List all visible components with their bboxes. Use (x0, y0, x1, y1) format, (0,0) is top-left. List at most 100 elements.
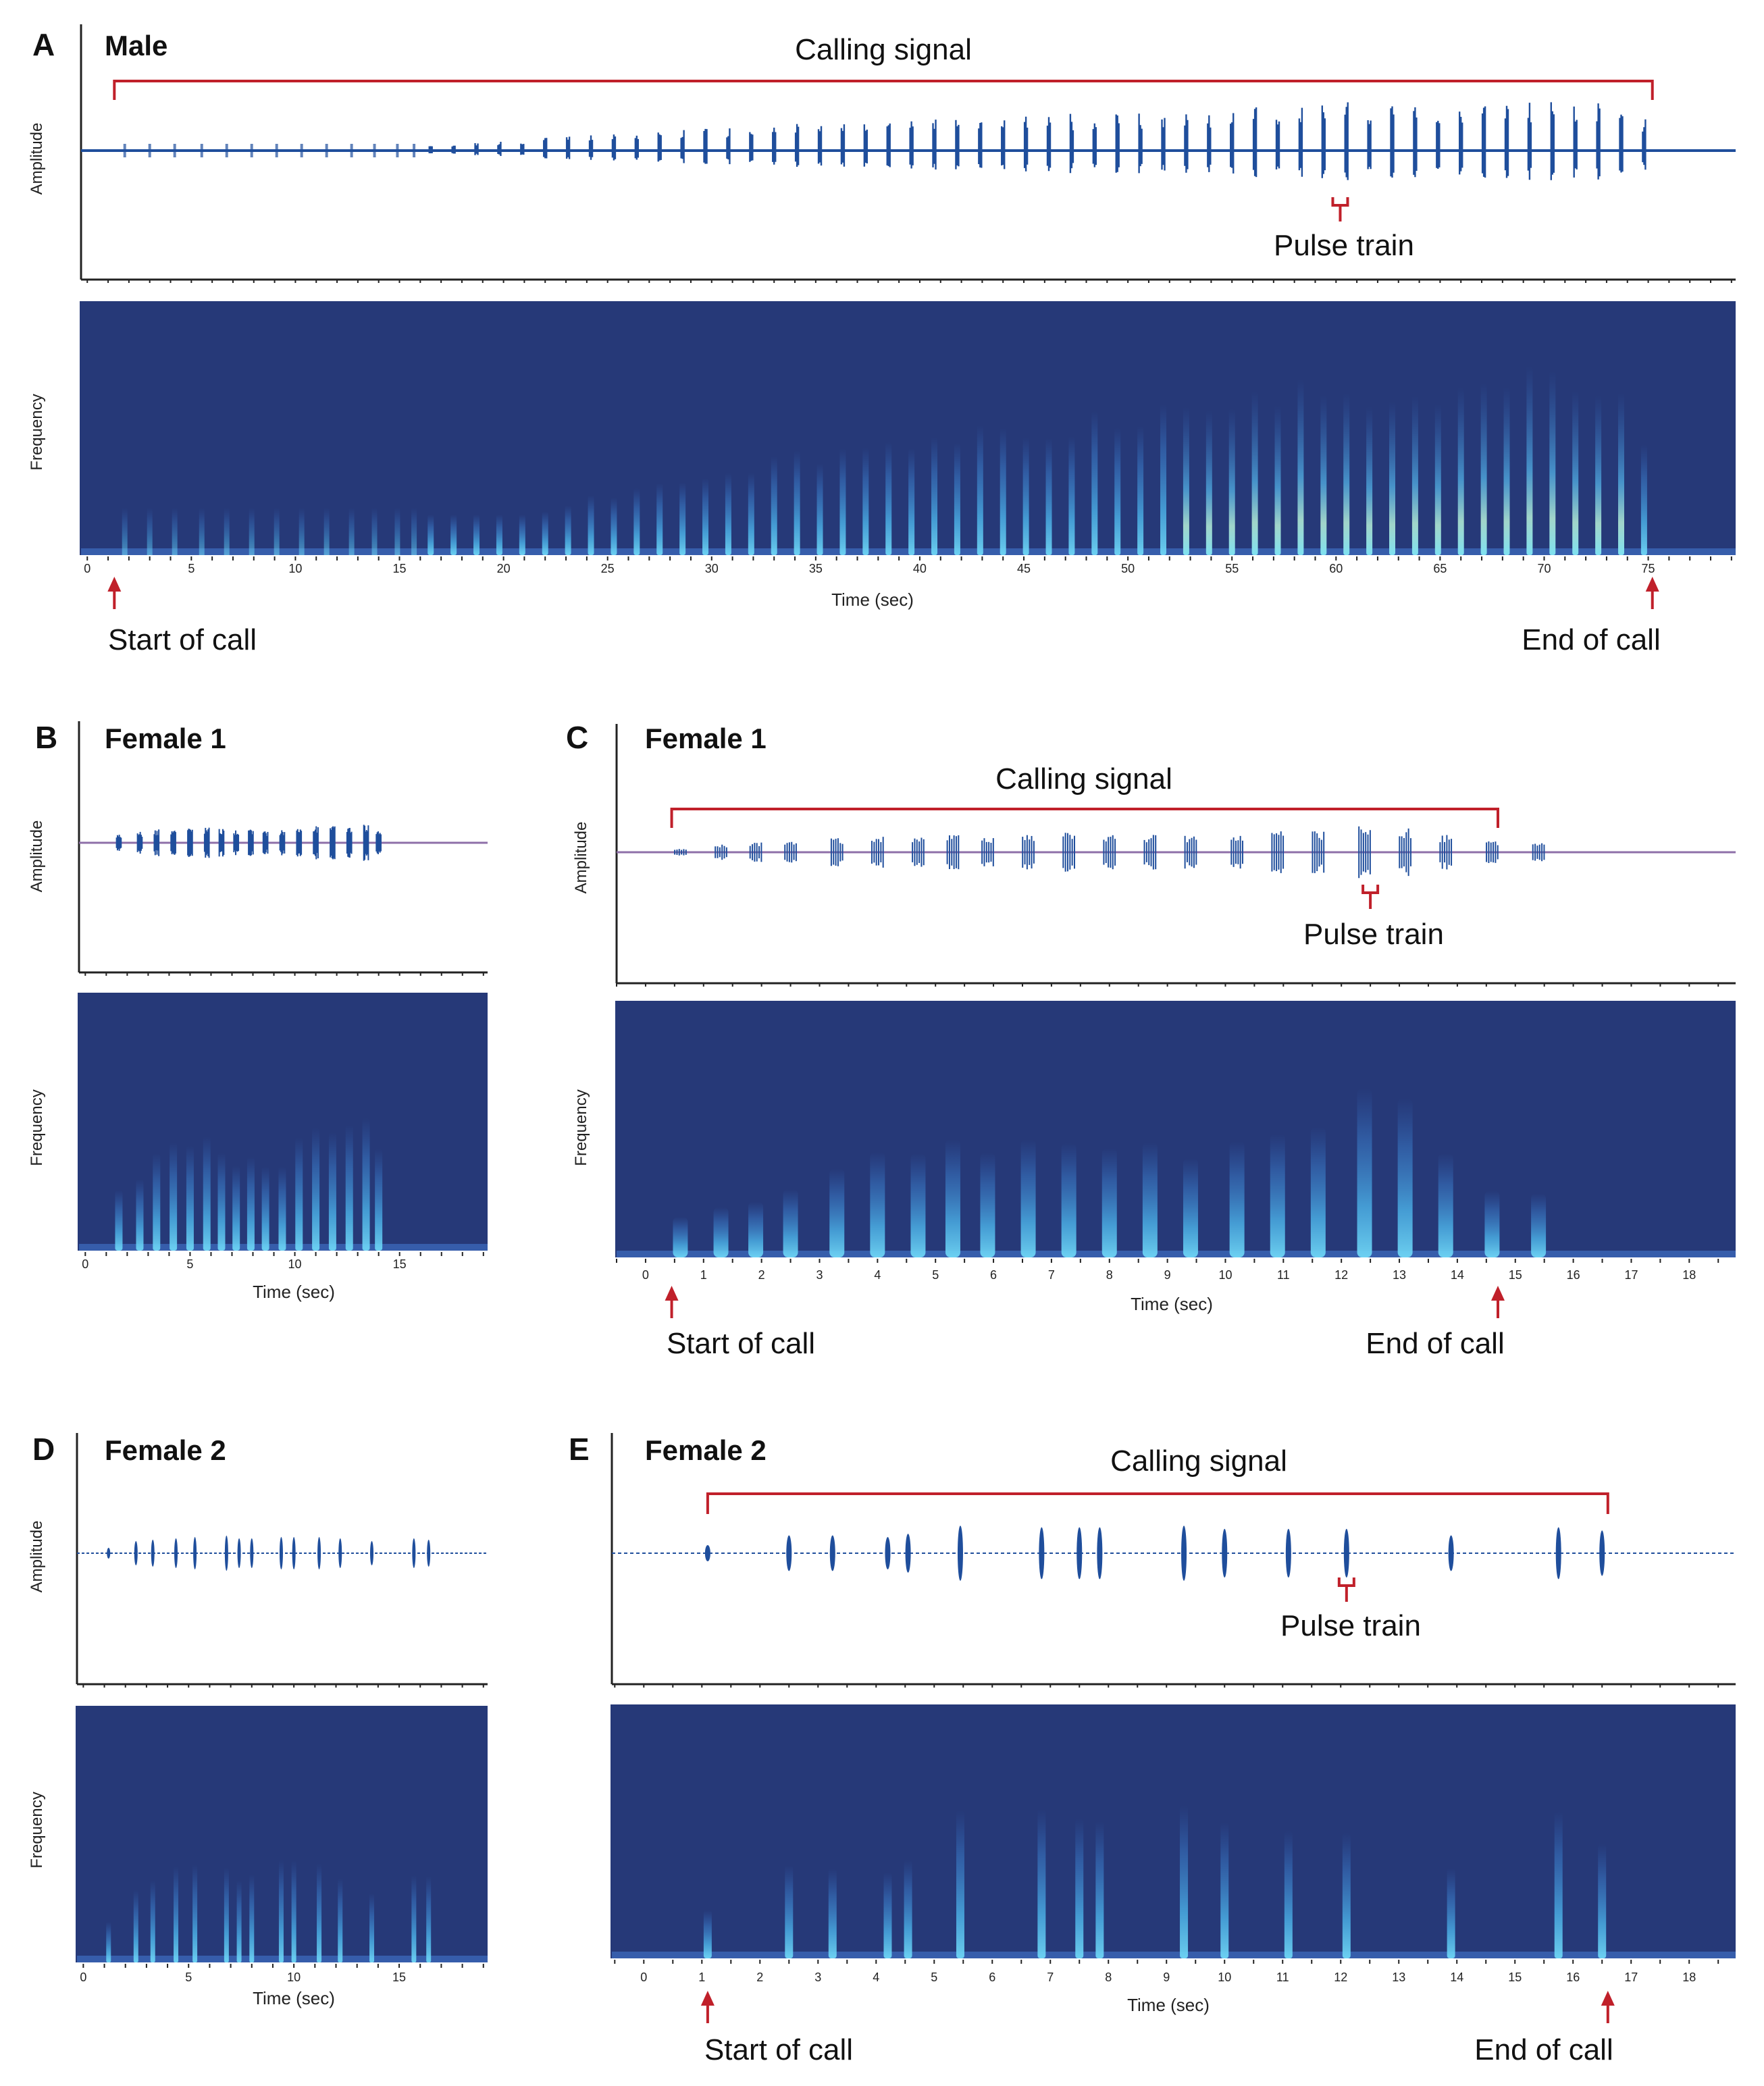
spectrogram-mark (1183, 407, 1189, 555)
waveform-pulse (932, 120, 937, 170)
waveform-pulse (946, 835, 960, 870)
spectrogram-mark (203, 1137, 211, 1251)
spectrogram-faint-mark (274, 508, 280, 555)
panel-e-letter: E (569, 1432, 590, 1467)
spectrogram-mark (362, 1118, 370, 1251)
spectrogram-mark (133, 1889, 138, 1962)
time-tick-label: 9 (1163, 1971, 1170, 1984)
time-tick-label: 7 (1048, 1268, 1055, 1282)
waveform-pulse (1076, 1527, 1083, 1580)
time-tick-label: 4 (874, 1268, 881, 1282)
spectrogram-mark (1526, 365, 1533, 555)
spectrogram-mark (885, 442, 892, 555)
panel-e-time-axis: 0 1 2 3 4 5 6 7 8 9 10 11 12 13 14 15 16 17 18 (614, 1960, 1719, 1984)
spectrogram-mark (1091, 411, 1098, 555)
waveform-pulse (134, 1541, 138, 1565)
waveform-pulse (1103, 835, 1116, 870)
waveform-pulse (1097, 1527, 1103, 1580)
spectrogram-mark (908, 448, 915, 555)
panel-a-title: Male (105, 30, 167, 61)
waveform-pulse (233, 830, 240, 856)
spectrogram-mark (186, 1145, 194, 1251)
time-tick-label: 1 (698, 1971, 705, 1984)
waveform-pulse (680, 130, 685, 163)
spectrogram-mark (883, 1872, 892, 1958)
waveform-pulse (1143, 835, 1157, 870)
waveform-faint-pulse (275, 144, 278, 157)
end-of-call-arrow-head (1490, 1286, 1505, 1301)
panel-c-spectrogram-bg (615, 1001, 1736, 1257)
waveform-pulse (313, 826, 319, 860)
spectrogram-mark (633, 488, 640, 555)
time-tick-label: 10 (288, 1257, 302, 1271)
time-tick-label: 3 (814, 1971, 821, 1984)
waveform-pulse (1448, 1535, 1454, 1571)
panel-e-spectrogram (612, 1806, 1736, 1958)
time-tick-label: 15 (392, 562, 406, 575)
spectrogram-mark (295, 1137, 303, 1251)
spectrogram-mark (977, 425, 983, 555)
waveform-pulse (1596, 103, 1601, 180)
spectrogram-faint-mark (147, 508, 153, 555)
spectrogram-mark (1114, 427, 1121, 555)
panel-a-letter: A (32, 27, 55, 62)
spectrogram-faint-mark (224, 508, 230, 555)
spectrogram-mark (1438, 1153, 1453, 1257)
time-tick-label: 45 (1017, 562, 1031, 575)
spectrogram-mark (1061, 1143, 1076, 1257)
time-tick-label: 3 (816, 1268, 823, 1282)
time-tick-label: 35 (809, 562, 823, 575)
waveform-pulse (905, 1534, 911, 1573)
time-tick-label: 16 (1567, 1268, 1580, 1282)
waveform-pulse (1138, 113, 1143, 174)
panel-b-time-label: Time (sec) (253, 1282, 335, 1302)
panel-b-frequency-label: Frequency (28, 1089, 46, 1166)
time-tick-label: 12 (1334, 1268, 1348, 1282)
waveform-pulse (151, 1540, 155, 1567)
spectrogram-mark (411, 1875, 417, 1962)
panel-e-title: Female 2 (645, 1434, 767, 1466)
time-tick-label: 11 (1277, 1268, 1290, 1282)
time-tick-label: 13 (1392, 1971, 1405, 1984)
spectrogram-mark (1274, 405, 1281, 555)
spectrogram-mark (703, 1910, 712, 1958)
panel-e-time-label: Time (sec) (1127, 1995, 1210, 2015)
waveform-pulse (248, 829, 254, 856)
time-tick-label: 0 (84, 562, 90, 575)
panel-d-wave-ticks (82, 1684, 484, 1688)
time-tick-label: 11 (1276, 1971, 1289, 1984)
panel-c-frequency-label: Frequency (572, 1089, 590, 1166)
waveform-pulse (451, 145, 456, 154)
spectrogram-mark (1137, 426, 1144, 555)
waveform-pulse (909, 121, 914, 169)
waveform-faint-pulse (300, 144, 303, 157)
waveform-pulse (1184, 835, 1197, 869)
spectrogram-mark (1357, 1088, 1372, 1257)
waveform-pulse (1001, 120, 1006, 170)
spectrogram-mark (904, 1860, 912, 1958)
waveform-pulse (218, 829, 225, 857)
spectrogram-mark (702, 478, 709, 555)
spectrogram-mark (278, 1166, 286, 1251)
panel-c-title: Female 1 (645, 723, 767, 754)
spectrogram-mark (338, 1878, 343, 1962)
spectrogram-mark (1572, 391, 1579, 555)
panel-c-start-of-call-label: Start of call (667, 1327, 815, 1360)
waveform-pulse (830, 838, 844, 866)
time-tick-label: 50 (1121, 562, 1135, 575)
spectrogram-mark (1183, 1158, 1198, 1257)
spectrogram-mark (450, 515, 457, 555)
waveform-pulse (1358, 826, 1371, 879)
time-tick-label: 65 (1433, 562, 1447, 575)
waveform-pulse (296, 829, 303, 857)
waveform-pulse (1271, 831, 1285, 873)
spectrogram-mark (611, 497, 617, 555)
spectrogram-mark (1411, 396, 1418, 555)
waveform-faint-pulse (325, 144, 328, 157)
spectrogram-mark (945, 1139, 960, 1257)
spectrogram-mark (1251, 391, 1258, 555)
waveform-pulse (772, 128, 777, 165)
spectrogram-mark (1068, 436, 1075, 555)
waveform-pulse (203, 827, 210, 858)
spectrogram-mark (150, 1880, 155, 1962)
